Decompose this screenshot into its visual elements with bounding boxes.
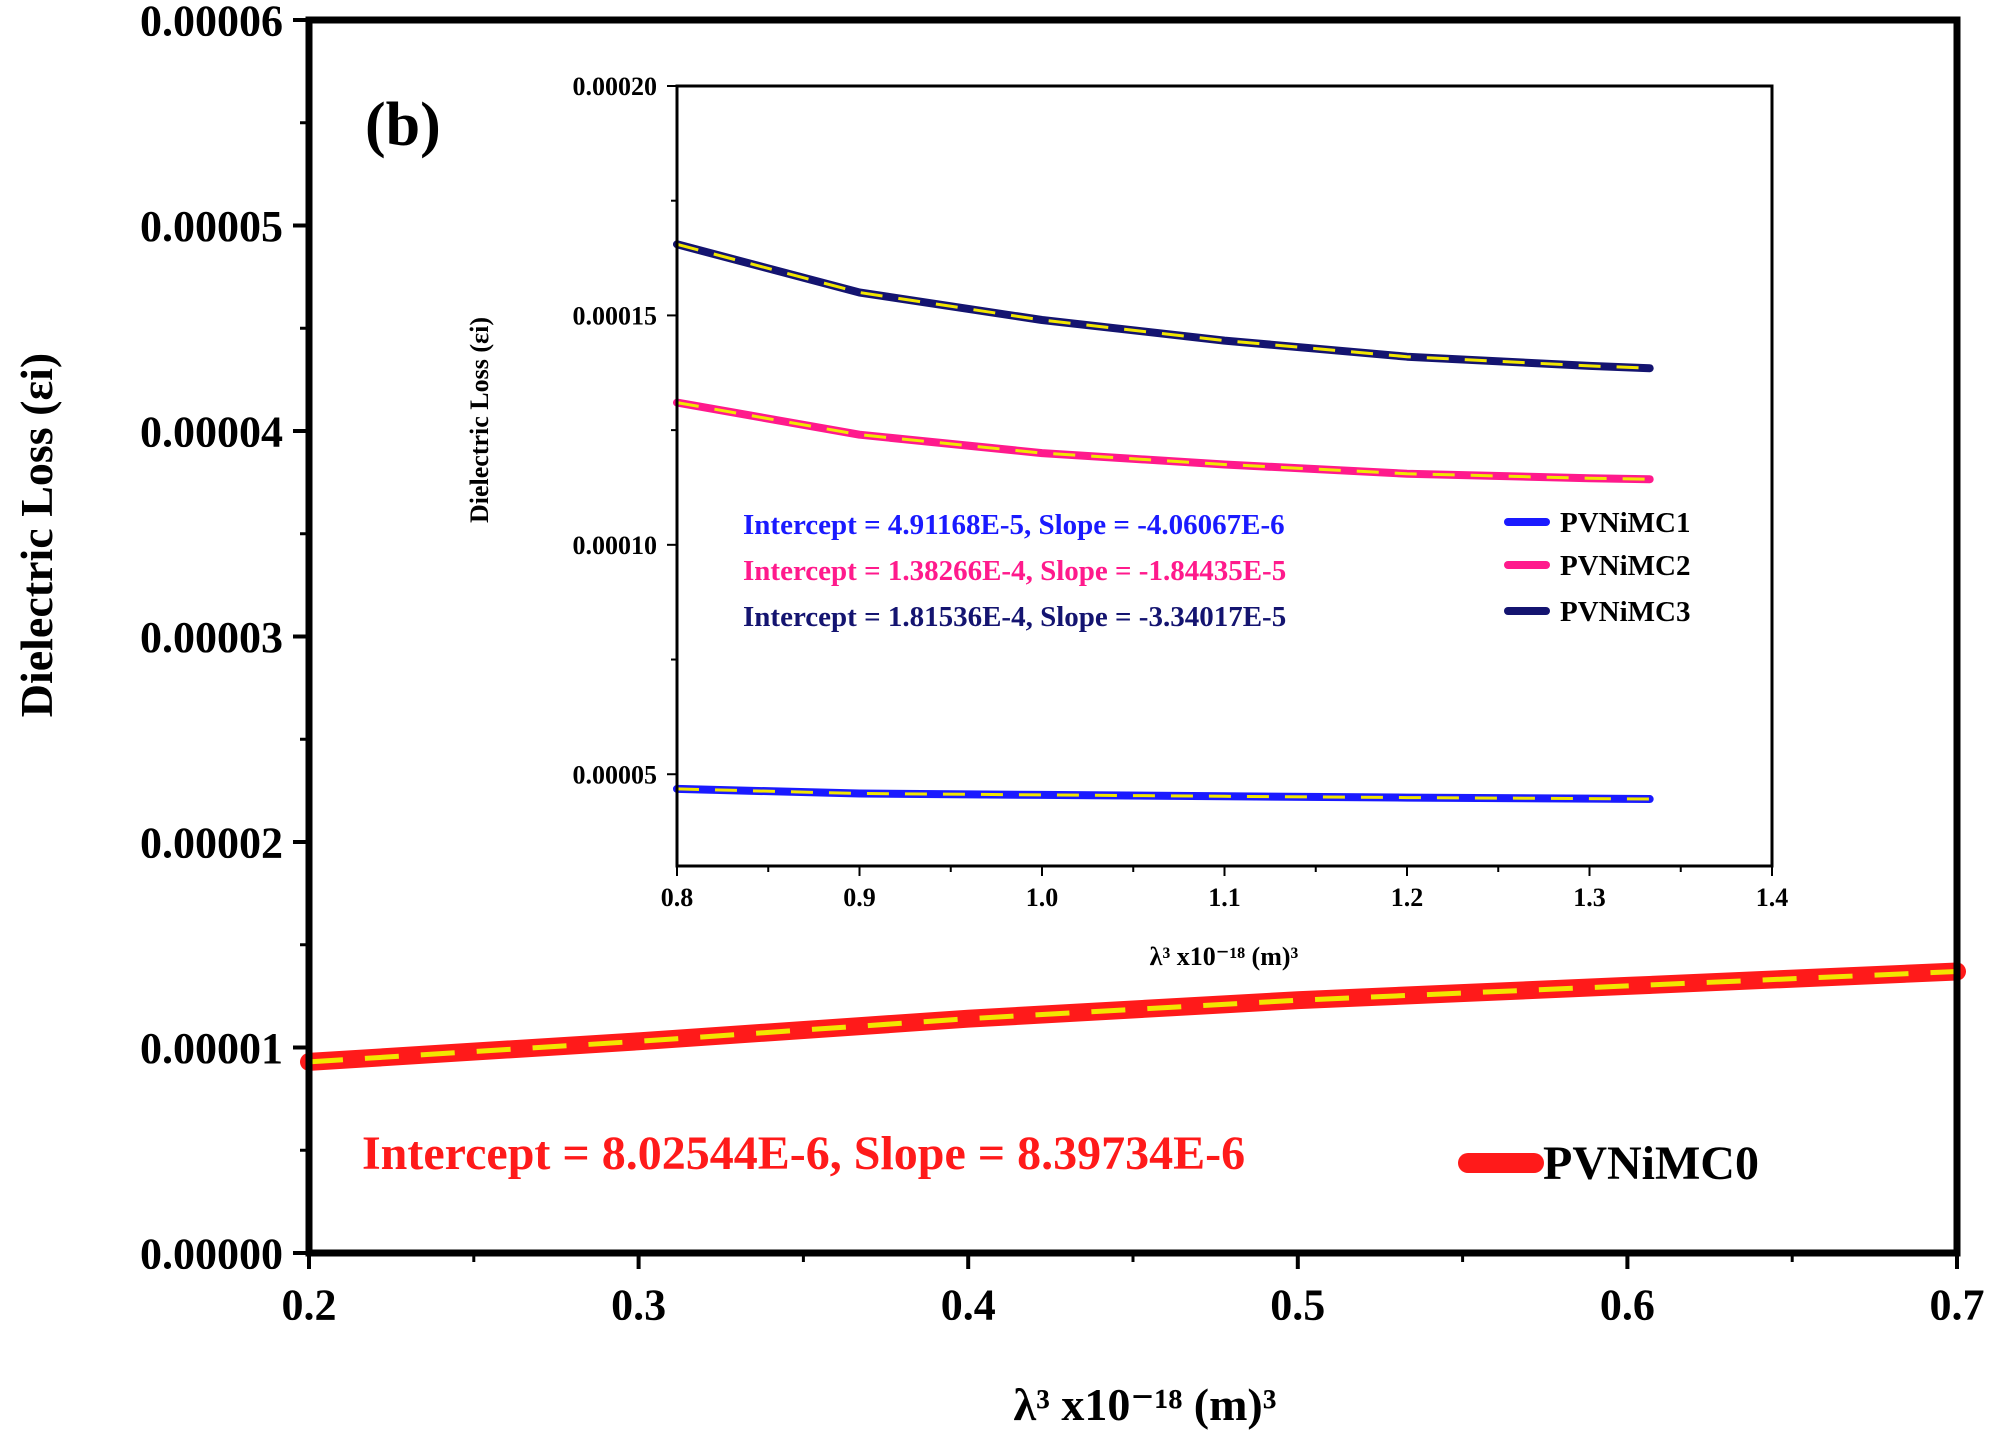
fit-line-pvnimc1	[676, 787, 1650, 801]
x-tick-label: 1.0	[1026, 883, 1059, 912]
x-tick-label: 0.2	[282, 1281, 337, 1330]
panel-label: (b)	[365, 91, 441, 159]
main-y-axis-label: Dielectric Loss (εi)	[11, 353, 62, 718]
main-series-layer	[300, 962, 1966, 1071]
y-tick-label: 0.00002	[140, 818, 283, 867]
legend-label-pvnimc3: PVNiMC3	[1560, 596, 1690, 628]
main-y-tick-layer: 0.00000 0.00001 0.00002 0.00003 0.00004 0.000…	[140, 0, 309, 1278]
inset-plot: 0.8 0.9 1.0 1.1 1.2 1.3 1.4 0.000050.000100.00…	[465, 72, 1788, 971]
x-tick-label: 0.5	[1270, 1281, 1325, 1330]
x-tick-label: 0.3	[611, 1281, 666, 1330]
fit-line-pvnimc3	[676, 242, 1650, 370]
x-tick-label: 0.8	[661, 883, 694, 912]
y-tick-label: 0.00005	[140, 202, 283, 251]
main-plot: 0.2 0.3 0.4 0.5 0.6 0.7 0.00000 0.00001 0.00002…	[11, 0, 1985, 1430]
legend-label-pvnimc2: PVNiMC2	[1560, 550, 1690, 582]
inset-fit-annotation-pvnimc1: Intercept = 4.91168E-5, Slope = -4.06067…	[743, 509, 1285, 541]
inset-x-axis-label: λ³ x10⁻¹⁸ (m)³	[1150, 942, 1299, 971]
x-tick-label: 1.4	[1756, 883, 1789, 912]
main-fit-annotation: Intercept = 8.02544E-6, Slope = 8.39734E…	[362, 1127, 1245, 1180]
fit-line-pvnimc0	[308, 969, 1958, 1065]
x-tick-label: 1.2	[1391, 883, 1424, 912]
legend-label-pvnimc1: PVNiMC1	[1560, 507, 1690, 539]
y-tick-label: 0.00001	[140, 1024, 283, 1073]
inset-x-tick-layer: 0.8 0.9 1.0 1.1 1.2 1.3 1.4	[661, 866, 1789, 912]
inset-y-tick-layer: 0.00005 0.00010 0.00015 0.00020	[573, 72, 677, 789]
x-tick-label: 0.9	[843, 883, 876, 912]
y-tick-label: 0.00006	[140, 0, 283, 45]
x-tick-label: 0.7	[1930, 1281, 1985, 1330]
y-tick-label: 0.00005	[573, 760, 658, 789]
x-tick-label: 1.1	[1208, 883, 1241, 912]
inset-fit-annotation-pvnimc3: Intercept = 1.81536E-4, Slope = -3.34017…	[743, 601, 1286, 633]
main-x-tick-layer: 0.2 0.3 0.4 0.5 0.6 0.7	[282, 1253, 1985, 1330]
inset-y-axis-label: Dielectric Loss (εi)	[465, 317, 494, 523]
fit-line-pvnimc2	[676, 401, 1650, 481]
x-tick-label: 0.4	[941, 1281, 996, 1330]
y-tick-label: 0.00020	[573, 72, 658, 101]
y-tick-label: 0.00010	[573, 531, 658, 560]
y-tick-label: 0.00015	[573, 302, 658, 331]
y-tick-label: 0.00004	[140, 407, 283, 456]
inset-series-layer	[673, 240, 1654, 803]
x-tick-label: 1.3	[1573, 883, 1606, 912]
y-tick-label: 0.00003	[140, 613, 283, 662]
inset-fit-annotation-pvnimc2: Intercept = 1.38266E-4, Slope = -1.84435…	[743, 555, 1286, 587]
y-tick-label: 0.00000	[140, 1229, 283, 1278]
legend-label-pvnimc0: PVNiMC0	[1543, 1137, 1759, 1190]
main-x-axis-label: λ³ x10⁻¹⁸ (m)³	[1014, 1379, 1277, 1430]
x-tick-label: 0.6	[1600, 1281, 1655, 1330]
